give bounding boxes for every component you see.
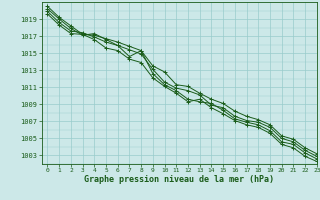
X-axis label: Graphe pression niveau de la mer (hPa): Graphe pression niveau de la mer (hPa) bbox=[84, 175, 274, 184]
